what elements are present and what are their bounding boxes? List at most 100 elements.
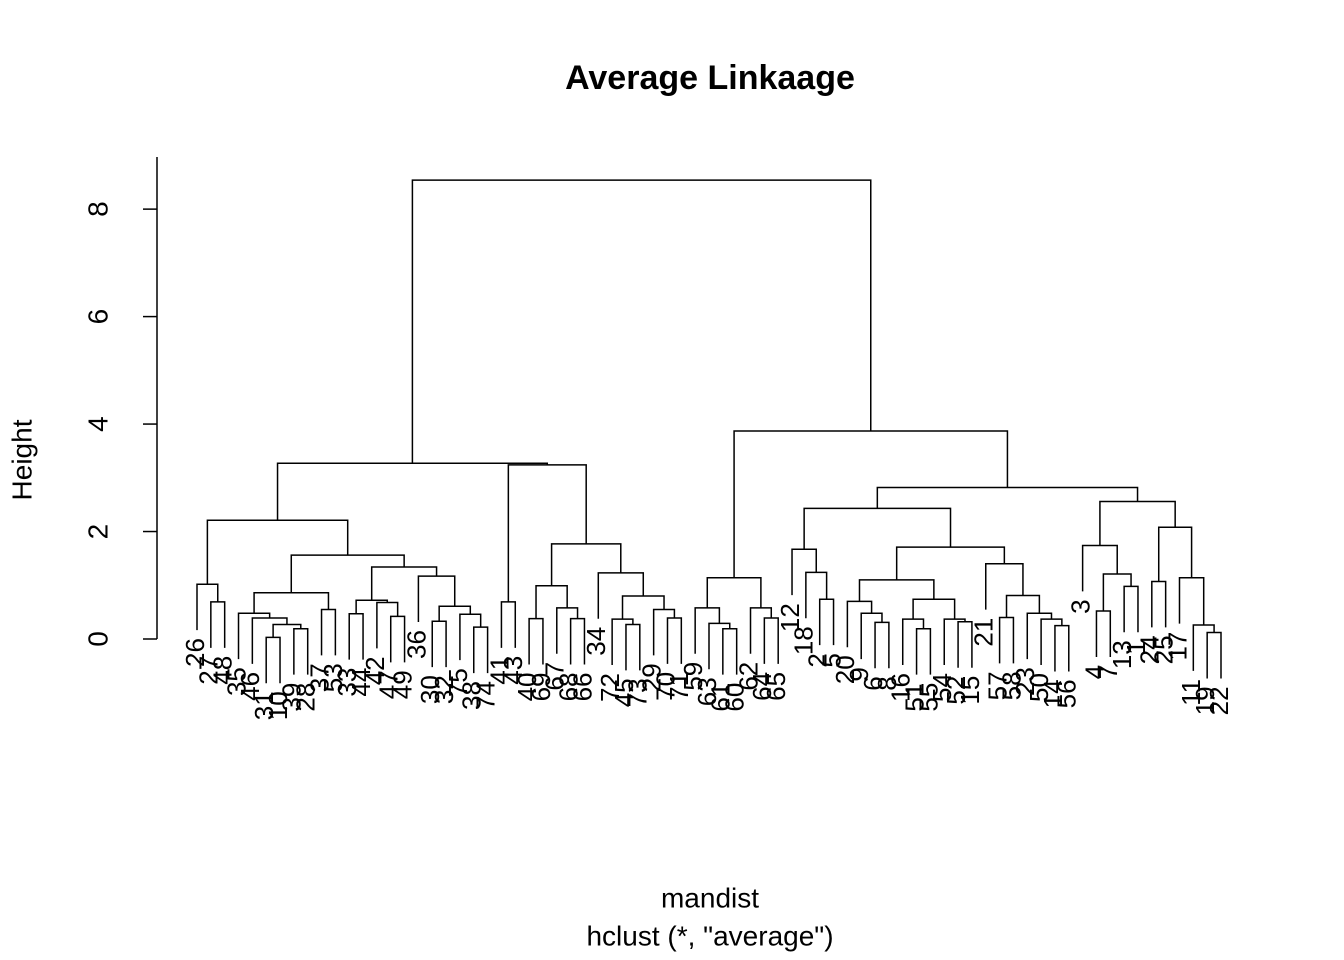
leaf-label: 10 — [263, 691, 293, 720]
leaf-label: 21 — [969, 618, 999, 647]
leaf-label: 71 — [664, 672, 694, 701]
merge-bracket — [265, 636, 281, 684]
y-tick-label: 2 — [82, 524, 113, 540]
leaf-label: 47 — [374, 670, 404, 699]
merge-bracket — [370, 566, 438, 601]
leaf-label: 68 — [553, 672, 583, 701]
merge-bracket — [535, 585, 568, 619]
leaf-label: 14 — [1038, 679, 1068, 708]
leaf-label: 18 — [789, 626, 819, 655]
leaf-label: 41 — [484, 656, 514, 685]
leaf-label: 24 — [1135, 635, 1165, 664]
merge-bracket — [431, 620, 447, 668]
leaf-label: 28 — [291, 683, 321, 712]
merge-bracket — [290, 554, 405, 593]
leaf-label: 39 — [277, 683, 307, 712]
chart-title: Average Linkaage — [565, 59, 855, 97]
y-tick-label: 8 — [82, 201, 113, 217]
y-tick-label: 4 — [82, 416, 113, 432]
leaf-label: 30 — [415, 675, 445, 704]
leaf-label: 4 — [1079, 665, 1109, 679]
merge-bracket — [1005, 594, 1041, 618]
leaf-label: 16 — [886, 673, 916, 702]
leaf-label: 40 — [512, 672, 542, 701]
merge-bracket — [1206, 631, 1222, 679]
leaf-label: 20 — [830, 655, 860, 684]
leaf-label: 12 — [775, 603, 805, 632]
leaf-label: 60 — [720, 683, 750, 712]
leaf-label: 74 — [470, 681, 500, 710]
merge-bracket — [846, 600, 873, 648]
leaf-label: 3 — [1065, 599, 1095, 613]
subtitle: hclust (*, "average") — [586, 920, 833, 951]
merge-bracket — [320, 608, 337, 656]
leaf-label: 61 — [706, 683, 736, 712]
merge-bracket — [556, 607, 579, 654]
merge-bracket — [528, 617, 544, 665]
leaf-label: 62 — [733, 662, 763, 691]
merge-bracket — [569, 617, 586, 665]
leaf-label: 42 — [360, 656, 390, 685]
leaf-label: 72 — [595, 673, 625, 702]
leaf-label: 56 — [1052, 679, 1082, 708]
merge-bracket — [196, 583, 219, 631]
leaf-label: 57 — [982, 671, 1012, 700]
merge-bracket — [803, 507, 952, 550]
merge-bracket — [1081, 544, 1118, 592]
leaf-label: 66 — [567, 672, 597, 701]
leaf-label: 9 — [844, 667, 874, 681]
merge-bracket — [550, 543, 622, 586]
leaf-label: 65 — [761, 672, 791, 701]
leaf-label: 69 — [526, 672, 556, 701]
merge-bracket — [1157, 526, 1193, 582]
leaf-label: 43 — [498, 656, 528, 685]
leaf-label: 37 — [304, 663, 334, 692]
leaf-label: 46 — [235, 672, 265, 701]
merge-bracket — [1151, 580, 1167, 628]
leaf-label: 58 — [996, 671, 1026, 700]
leaf-label: 55 — [913, 683, 943, 712]
leaf-label: 35 — [221, 667, 251, 696]
leaf-label: 6 — [858, 676, 888, 690]
leaf-label: 7 — [1093, 665, 1123, 679]
leaf-label: 27 — [194, 656, 224, 685]
leaf-label: 19 — [1190, 686, 1220, 715]
merge-bracket — [652, 608, 676, 656]
leaf-label: 22 — [1204, 686, 1234, 715]
leaf-label: 59 — [678, 662, 708, 691]
merge-bracket — [411, 179, 872, 464]
leaf-label: 33 — [332, 668, 362, 697]
leaf-label: 23 — [1010, 667, 1040, 696]
merge-bracket — [438, 605, 472, 622]
leaf-label: 2 — [803, 653, 833, 667]
leaf-label: 1 — [1121, 640, 1151, 654]
leaf-label: 48 — [208, 656, 238, 685]
merge-bracket — [272, 623, 302, 638]
leaf-label: 26 — [180, 638, 210, 667]
merge-bracket — [733, 430, 1009, 578]
leaf-label: 44 — [346, 668, 376, 697]
leaf-label: 64 — [747, 672, 777, 701]
merge-bracket — [625, 623, 641, 671]
leaf-label: 38 — [457, 681, 487, 710]
merge-bracket — [348, 612, 364, 660]
leaf-label: 50 — [1024, 673, 1054, 702]
merge-bracket — [957, 621, 973, 668]
leaf-label: 25 — [1149, 635, 1179, 664]
leaf-label: 31 — [249, 691, 279, 720]
leaf-label: 29 — [637, 663, 667, 692]
leaf-label: 54 — [927, 673, 957, 702]
leaf-label: 11 — [1176, 679, 1206, 706]
merge-bracket — [895, 546, 1006, 580]
leaf-label: 32 — [429, 675, 459, 704]
leaf-label: 49 — [387, 670, 417, 699]
x-axis-label: mandist — [661, 882, 759, 913]
merge-bracket — [694, 607, 721, 654]
leaf-label: 70 — [650, 672, 680, 701]
merge-bracket — [276, 462, 549, 521]
leaf-label: 73 — [623, 678, 653, 707]
leaf-label: 5 — [816, 653, 846, 667]
leaf-label: 51 — [899, 683, 929, 712]
